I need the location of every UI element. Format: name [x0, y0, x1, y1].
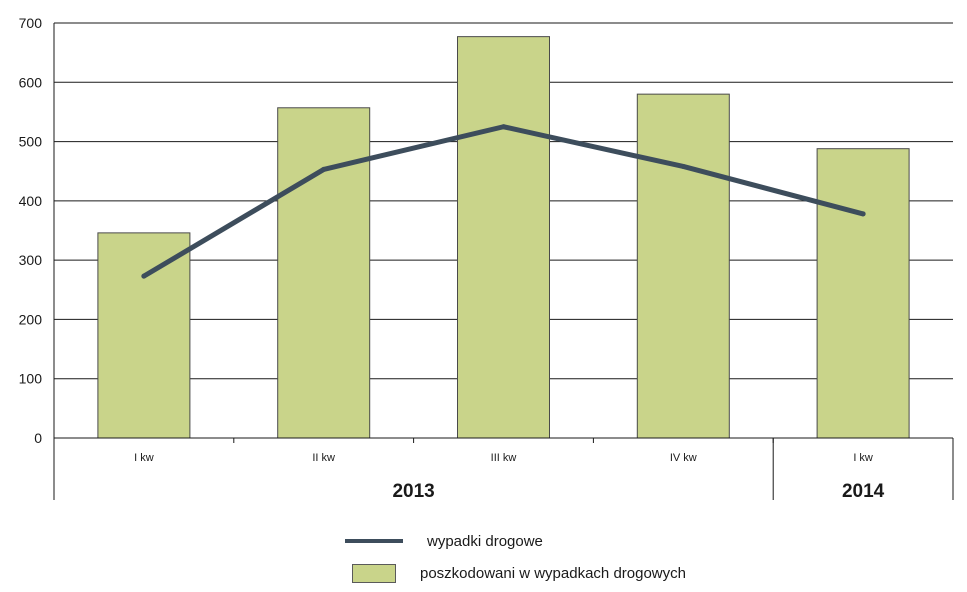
line-point: [680, 163, 686, 169]
y-tick-label: 700: [19, 15, 43, 31]
x-axis-labels: I kw II kw III kw IV kw I kw 2013 2014: [134, 452, 885, 502]
line-point: [321, 166, 327, 172]
legend-label-bar: poszkodowani w wypadkach drogowych: [420, 564, 686, 582]
legend-item-bar: poszkodowani w wypadkach drogowych: [345, 560, 775, 586]
legend: wypadki drogowe poszkodowani w wypadkach…: [345, 528, 775, 592]
y-axis-ticks: 0 100 200 300 400 500 600 700: [19, 15, 43, 446]
y-tick-label: 600: [19, 74, 43, 90]
y-tick-label: 300: [19, 252, 43, 268]
x-year-label: 2014: [842, 481, 885, 502]
bar: [457, 36, 550, 439]
line-point: [141, 273, 147, 279]
x-category-label: I kw: [134, 452, 154, 464]
x-category-label: III kw: [491, 452, 517, 464]
bar: [97, 232, 191, 439]
x-category-label: II kw: [312, 452, 335, 464]
y-tick-label: 500: [19, 134, 43, 150]
bar: [816, 148, 910, 439]
bar: [277, 107, 371, 439]
legend-line-marker: [345, 539, 403, 543]
axes: [53, 23, 954, 500]
x-category-label: IV kw: [670, 452, 697, 464]
y-tick-label: 200: [19, 311, 43, 327]
bar: [636, 93, 730, 439]
line-series: [141, 124, 866, 279]
x-year-label: 2013: [392, 481, 434, 502]
y-tick-label: 100: [19, 371, 43, 387]
bars: [97, 36, 910, 439]
legend-label-line: wypadki drogowe: [427, 532, 543, 550]
legend-bar-swatch: [352, 563, 396, 583]
legend-item-line: wypadki drogowe: [345, 528, 775, 554]
x-category-label: I kw: [853, 452, 873, 464]
line-point: [860, 211, 866, 217]
y-tick-label: 0: [34, 430, 42, 446]
line-point: [501, 124, 506, 130]
y-tick-label: 400: [19, 193, 43, 209]
